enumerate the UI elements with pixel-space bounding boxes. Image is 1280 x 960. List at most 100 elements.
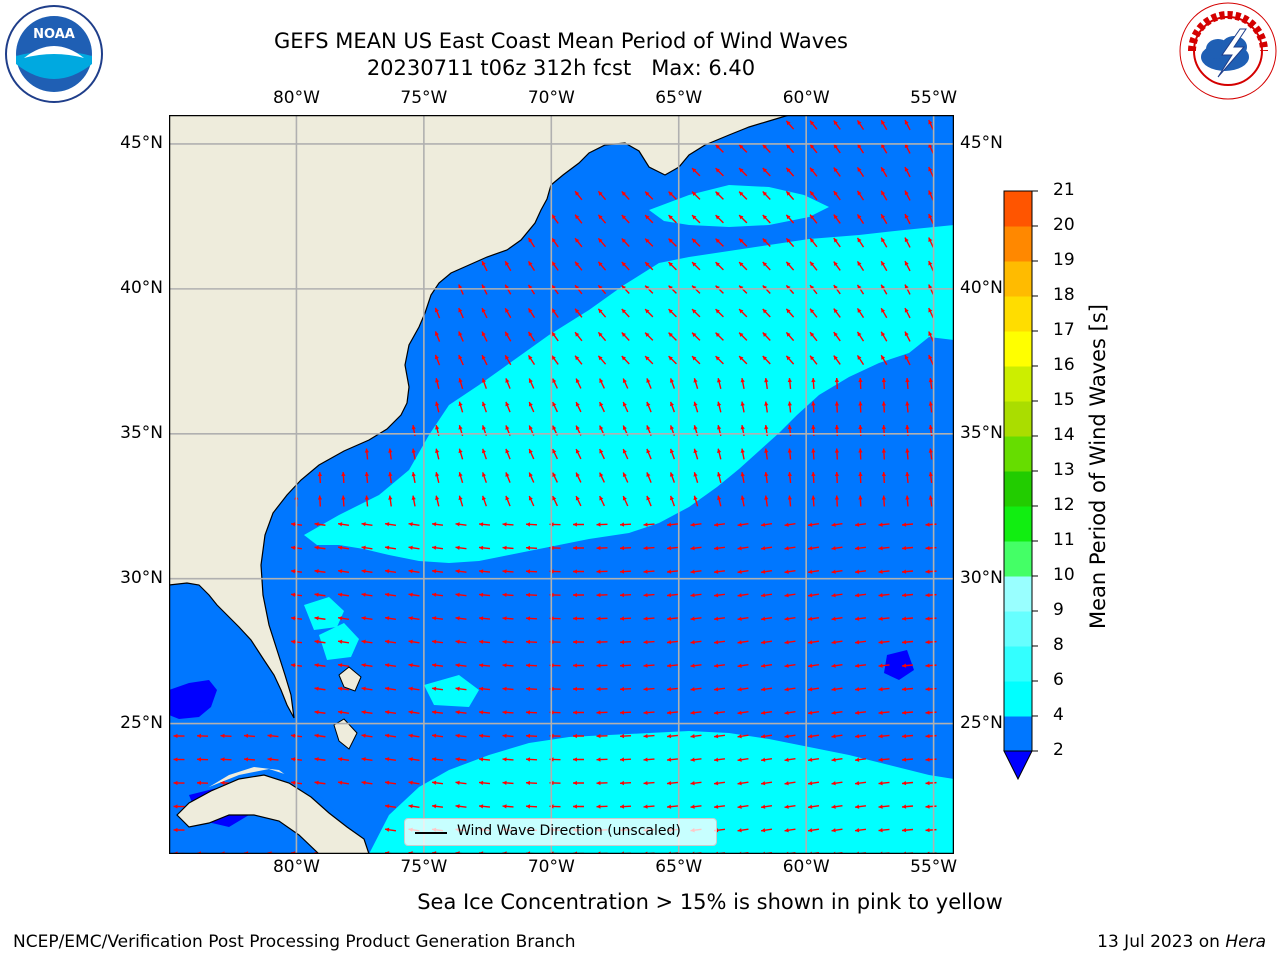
x-tick-label-top: 65°W [655, 88, 703, 108]
wind-wave-arrow [785, 308, 795, 318]
colorbar-segment [1004, 681, 1032, 717]
wind-wave-arrow [928, 331, 934, 342]
colorbar-tick-label: 20 [1053, 215, 1075, 235]
map-legend: Wind Wave Direction (unscaled) [404, 818, 717, 846]
wind-wave-arrow [928, 237, 934, 248]
wind-wave-arrow [925, 569, 937, 574]
wind-wave-arrow [384, 569, 397, 574]
wind-wave-arrow [807, 804, 820, 809]
wind-wave-arrow [596, 780, 608, 786]
wind-wave-arrow [666, 804, 679, 809]
wind-wave-arrow [878, 781, 890, 786]
wind-wave-arrow [434, 307, 441, 319]
wind-wave-arrow [572, 569, 585, 574]
wind-wave-arrow [878, 522, 890, 527]
wind-wave-arrow [388, 471, 393, 484]
wind-wave-arrow [690, 710, 702, 715]
wind-wave-arrow [317, 471, 323, 484]
wind-wave-arrow [740, 495, 745, 507]
wind-wave-arrow [505, 472, 511, 483]
wind-wave-arrow [384, 827, 397, 832]
wind-wave-arrow [408, 663, 420, 668]
wind-wave-arrow [785, 143, 795, 154]
wind-wave-arrow [904, 354, 911, 366]
wind-wave-arrow [784, 546, 796, 551]
wind-wave-arrow [481, 354, 488, 366]
x-tick-label-bottom: 65°W [655, 857, 703, 877]
wind-wave-arrow [854, 569, 867, 574]
wind-wave-arrow [666, 781, 679, 786]
map-canvas [169, 115, 954, 854]
wind-wave-arrow [901, 733, 914, 739]
wind-wave-arrow [502, 780, 514, 786]
wind-wave-arrow [784, 687, 796, 692]
wind-wave-arrow [715, 144, 724, 153]
y-tick-label-right: 30°N [960, 567, 1003, 588]
wind-wave-arrow [619, 780, 632, 786]
wind-wave-arrow [574, 331, 583, 342]
wind-wave-arrow [431, 639, 444, 644]
wind-wave-arrow [644, 355, 654, 365]
wind-wave-arrow [691, 238, 701, 247]
wind-wave-arrow [762, 214, 771, 224]
wind-wave-arrow [455, 663, 467, 668]
wind-wave-arrow [764, 495, 769, 507]
wind-wave-arrow [502, 616, 514, 621]
wind-wave-arrow [384, 686, 397, 691]
wind-wave-arrow [784, 804, 796, 809]
wind-wave-arrow [361, 639, 373, 644]
wind-wave-arrow [738, 261, 748, 271]
wind-wave-arrow [668, 191, 677, 200]
wind-wave-arrow [881, 401, 887, 413]
wind-wave-arrow [831, 522, 843, 527]
wind-wave-arrow [880, 260, 888, 272]
map-frame [169, 115, 954, 854]
x-tick-label-top: 80°W [272, 88, 320, 108]
wind-wave-arrow [431, 780, 444, 785]
wind-wave-arrow [643, 569, 655, 574]
wind-wave-arrow [691, 332, 701, 341]
wind-wave-arrow [809, 214, 818, 224]
wind-wave-arrow [314, 545, 326, 550]
wind-wave-arrow [408, 522, 420, 527]
y-tick-label-right: 40°N [960, 277, 1003, 298]
mid-period-patch2 [424, 675, 479, 707]
wind-wave-arrow [925, 639, 937, 645]
wind-wave-arrow [878, 687, 890, 692]
wind-wave-arrow [643, 733, 655, 739]
wind-wave-arrow [925, 663, 937, 668]
wind-wave-arrow [597, 331, 607, 342]
colorbar-segment [1004, 541, 1032, 577]
wind-wave-arrow [597, 190, 607, 201]
wind-wave-arrow [713, 640, 726, 645]
wind-wave-arrow [478, 710, 491, 715]
wind-wave-arrow [481, 307, 488, 319]
wind-wave-arrow [811, 448, 816, 460]
wind-wave-arrow [314, 780, 326, 785]
wind-wave-arrow [717, 495, 722, 507]
wind-wave-arrow [880, 331, 888, 342]
wind-wave-arrow [431, 592, 444, 597]
wind-wave-arrow [737, 710, 749, 715]
wind-wave-arrow [878, 569, 890, 574]
wind-wave-arrow [384, 639, 397, 644]
wind-wave-arrow [173, 804, 185, 809]
wind-wave-arrow [833, 237, 841, 248]
wind-wave-arrow [831, 734, 843, 739]
wind-wave-arrow [854, 616, 867, 621]
wind-wave-arrow [435, 495, 440, 507]
nws-logo [1179, 2, 1277, 100]
wind-wave-arrow [738, 332, 748, 341]
colorbar-tick-label: 6 [1053, 670, 1064, 690]
wind-wave-arrow [831, 781, 843, 786]
wind-wave-arrow [337, 616, 350, 621]
wind-wave-arrow [196, 757, 209, 762]
wind-wave-arrow [431, 733, 444, 738]
wind-wave-arrow [737, 734, 749, 739]
wind-wave-arrow [760, 828, 773, 833]
wind-wave-arrow [596, 616, 608, 621]
caption: Sea Ice Concentration > 15% is shown in … [0, 890, 1280, 914]
chart-title: GEFS MEAN US East Coast Mean Period of W… [274, 29, 848, 53]
x-tick-label-bottom: 80°W [272, 857, 320, 877]
wind-wave-arrow [481, 495, 488, 507]
